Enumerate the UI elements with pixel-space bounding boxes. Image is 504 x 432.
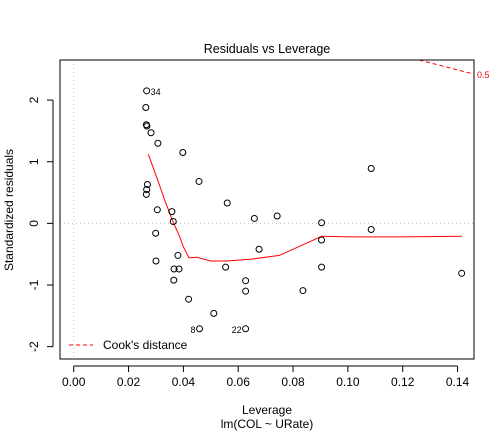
- x-tick-label: 0.08: [281, 375, 305, 389]
- data-point: [168, 208, 176, 216]
- plot-frame: [59, 59, 475, 360]
- data-point: [222, 263, 230, 271]
- data-point: [210, 309, 218, 317]
- data-point: [152, 229, 160, 237]
- data-point: [179, 148, 187, 156]
- data-point: [250, 214, 258, 222]
- data-point: [143, 122, 151, 130]
- data-point: [174, 251, 182, 259]
- point-label: 8: [191, 325, 196, 335]
- data-point: [223, 199, 231, 207]
- data-point: [318, 219, 326, 227]
- data-point: [153, 206, 161, 214]
- data-point: [318, 263, 326, 271]
- cooks-distance-line: [419, 59, 475, 75]
- data-point: [185, 295, 193, 303]
- data-point: [142, 190, 150, 198]
- data-point: [318, 236, 326, 244]
- data-point: [242, 287, 250, 295]
- x-tick-label: 0.02: [117, 375, 141, 389]
- data-point: [147, 129, 155, 137]
- data-points: [142, 87, 466, 333]
- data-point: [242, 325, 250, 333]
- y-axis: -2 -1 0 1 2: [27, 96, 54, 352]
- smoother-curve: [147, 154, 462, 262]
- data-point: [143, 181, 151, 189]
- cooks-distance-label: 0.5: [477, 70, 490, 80]
- legend: Cook's distance: [69, 338, 188, 352]
- chart-title: Residuals vs Leverage: [204, 42, 331, 56]
- x-tick-label: 0.14: [446, 375, 470, 389]
- y-tick-label: -1: [27, 279, 41, 290]
- data-point: [367, 165, 375, 173]
- data-point: [170, 276, 178, 284]
- data-point: [242, 277, 250, 285]
- data-point: [143, 87, 151, 95]
- data-point: [143, 185, 151, 193]
- data-point: [273, 212, 281, 220]
- x-axis-sublabel: lm(COL ~ URate): [221, 417, 314, 431]
- data-point: [169, 218, 177, 226]
- y-axis-label: Standardized residuals: [2, 149, 16, 271]
- x-tick-label: 0.10: [336, 375, 360, 389]
- data-point: [170, 265, 178, 273]
- reference-lines: [60, 60, 474, 359]
- point-label: 22: [232, 325, 242, 335]
- data-point: [255, 245, 263, 253]
- y-tick-label: 1: [27, 158, 41, 165]
- y-tick-label: 2: [27, 96, 41, 103]
- x-tick-label: 0.12: [391, 375, 415, 389]
- x-axis: 0.00 0.02 0.04 0.06 0.08 0.10 0.12 0.14: [62, 365, 470, 389]
- y-tick-label: 0: [27, 220, 41, 227]
- data-point: [195, 177, 203, 185]
- data-point: [175, 265, 183, 273]
- x-tick-label: 0.06: [227, 375, 251, 389]
- point-label: 34: [151, 87, 161, 97]
- data-point: [142, 103, 150, 111]
- data-point: [154, 139, 162, 147]
- x-axis-label: Leverage: [242, 403, 292, 417]
- data-point: [196, 325, 204, 333]
- x-tick-label: 0.04: [172, 375, 196, 389]
- smoother-line: [147, 154, 462, 262]
- data-point: [367, 226, 375, 234]
- data-point: [299, 287, 307, 295]
- data-point: [152, 257, 160, 265]
- x-tick-label: 0.00: [62, 375, 86, 389]
- y-tick-label: -2: [27, 341, 41, 352]
- point-labels: 34 8 22: [151, 87, 242, 335]
- legend-label-cooks-distance: Cook's distance: [103, 338, 188, 352]
- data-point: [458, 269, 466, 277]
- cooks-distance-lines: 0.5: [419, 59, 490, 80]
